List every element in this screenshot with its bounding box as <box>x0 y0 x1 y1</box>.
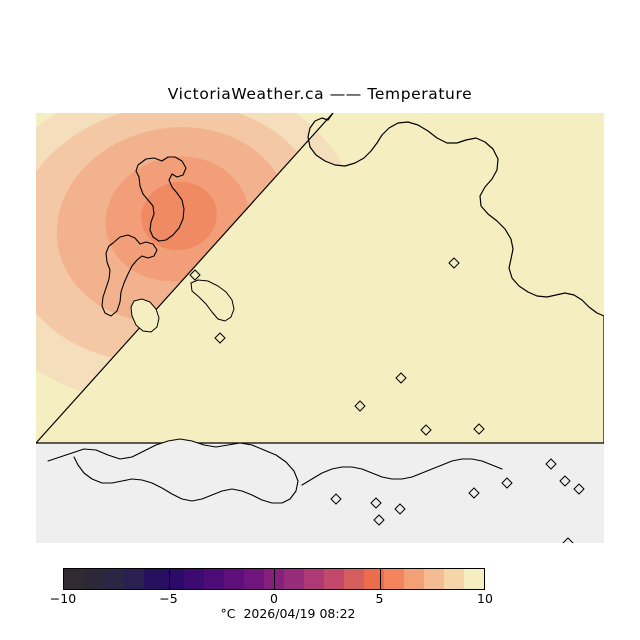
colorbar-cell-4 <box>144 569 164 589</box>
colorbar[interactable] <box>63 568 485 590</box>
coastline-southern-landmass-east[interactable] <box>301 458 503 486</box>
station-marker-2[interactable] <box>395 372 407 384</box>
coastline-west-island[interactable] <box>101 234 158 317</box>
colorbar-cell-3 <box>124 569 144 589</box>
colorbar-cell-19 <box>444 569 464 589</box>
colorbar-cell-1 <box>84 569 104 589</box>
station-marker-6[interactable] <box>545 458 557 470</box>
station-marker-9[interactable] <box>501 477 513 489</box>
colorbar-tick-line <box>379 568 381 590</box>
colorbar-cell-15 <box>364 569 384 589</box>
colorbar-cell-5 <box>164 569 184 589</box>
map-panel[interactable] <box>36 113 604 543</box>
colorbar-cell-13 <box>324 569 344 589</box>
colorbar-cell-6 <box>184 569 204 589</box>
inland-water-lake-2 <box>130 298 160 333</box>
station-marker-16[interactable] <box>562 537 574 543</box>
station-marker-5[interactable] <box>473 423 485 435</box>
station-marker-15[interactable] <box>214 332 226 344</box>
coastline-mainland-live[interactable] <box>36 113 604 444</box>
coastline-southern-landmass[interactable] <box>47 438 299 504</box>
colorbar-cell-0 <box>64 569 84 589</box>
colorbar-cell-11 <box>284 569 304 589</box>
colorbar-cell-14 <box>344 569 364 589</box>
colorbar-caption: °C 2026/04/19 08:22 <box>220 606 356 621</box>
station-marker-12[interactable] <box>370 497 382 509</box>
station-marker-8[interactable] <box>573 483 585 495</box>
station-marker-14[interactable] <box>330 493 342 505</box>
colorbar-tick-line <box>168 568 170 590</box>
station-marker-0[interactable] <box>189 269 201 281</box>
station-marker-4[interactable] <box>420 424 432 436</box>
station-marker-10[interactable] <box>468 487 480 499</box>
coastline-north-island[interactable] <box>135 156 187 242</box>
station-markers <box>189 257 585 543</box>
field-level-10-core <box>141 181 217 251</box>
page-title: VictoriaWeather.ca —— Temperature <box>167 85 473 103</box>
station-marker-13[interactable] <box>373 514 385 526</box>
colorbar-tick-3: 5 <box>375 591 384 606</box>
colorbar-cell-2 <box>104 569 124 589</box>
map-canvas[interactable] <box>36 113 604 543</box>
colorbar-tick-4: 10 <box>477 591 493 606</box>
colorbar-tick-line <box>274 568 276 590</box>
colorbar-cell-9 <box>244 569 264 589</box>
colorbar-tick-1: −5 <box>159 591 178 606</box>
colorbar-cell-12 <box>304 569 324 589</box>
station-marker-1[interactable] <box>448 257 460 269</box>
colorbar-cell-8 <box>224 569 244 589</box>
station-marker-3[interactable] <box>354 400 366 412</box>
colorbar-tick-0: −10 <box>49 591 77 606</box>
colorbar-tick-2: 0 <box>270 591 278 606</box>
colorbar-cell-18 <box>424 569 444 589</box>
inland-water-lake-1 <box>190 279 235 322</box>
colorbar-cell-17 <box>404 569 424 589</box>
colorbar-tick-labels: −10 −5 0 5 10 <box>50 591 493 607</box>
colorbar-cell-20 <box>464 569 484 589</box>
station-marker-7[interactable] <box>559 475 571 487</box>
colorbar-cell-16 <box>384 569 404 589</box>
colorbar-cell-7 <box>204 569 224 589</box>
station-marker-11[interactable] <box>394 503 406 515</box>
